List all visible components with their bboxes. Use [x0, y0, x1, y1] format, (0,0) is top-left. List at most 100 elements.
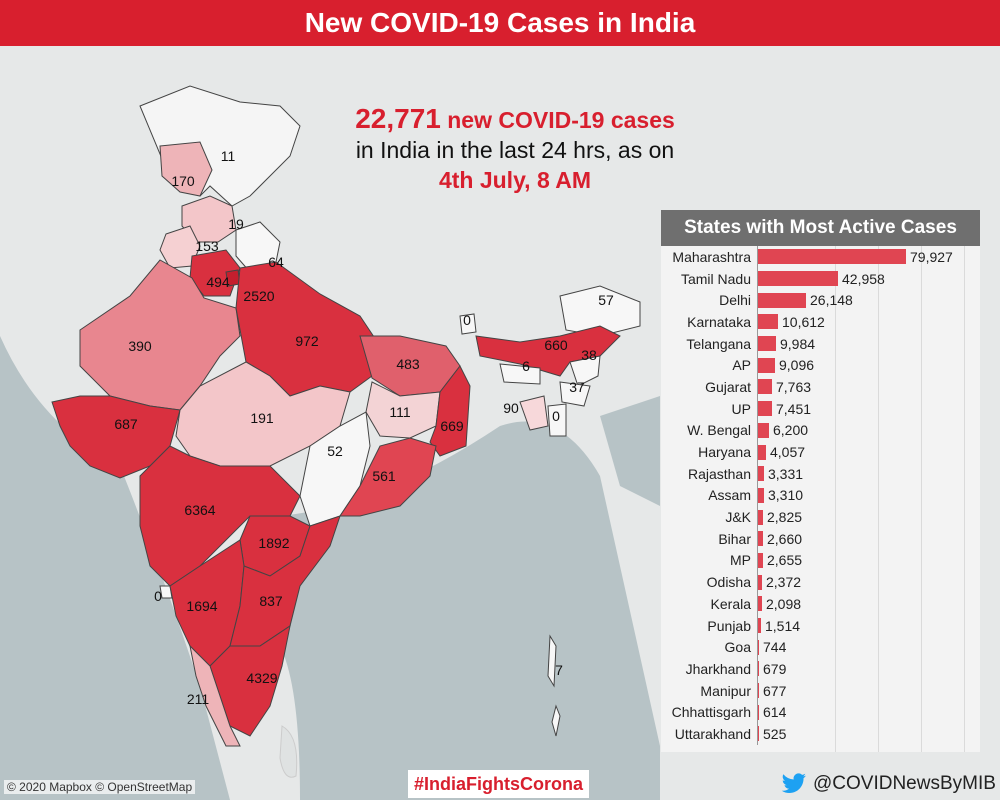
- map-label-andaman-nicobar: 7: [555, 662, 563, 678]
- map-label-kerala: 211: [186, 691, 210, 707]
- panel-row-state: Karnataka: [687, 313, 751, 330]
- panel-row: Delhi 26,148: [661, 289, 980, 312]
- map-label-jharkhand: 111: [389, 404, 411, 420]
- panel-row-state: Telangana: [686, 335, 751, 352]
- headline-count-suffix: new COVID-19 cases: [447, 107, 675, 133]
- map-label-odisha: 561: [372, 468, 396, 484]
- page-title: New COVID-19 Cases in India: [0, 0, 1000, 46]
- map-label-punjab: 19: [228, 216, 244, 232]
- panel-row-bar: [758, 487, 764, 503]
- panel-row-bar: [758, 509, 763, 525]
- panel-row: Haryana 4,057: [661, 441, 980, 463]
- panel-row-bar-area: 1,514: [757, 614, 980, 637]
- panel-row-bar-area: 744: [757, 636, 980, 659]
- map-label-mizoram: 0: [552, 408, 560, 424]
- panel-row-bar: [758, 704, 759, 720]
- panel-row-bar-area: 10,612: [757, 311, 980, 333]
- panel-row-state: Haryana: [698, 444, 751, 461]
- map-label-uttar-pradesh: 972: [295, 333, 319, 349]
- map-label-bihar: 483: [396, 356, 420, 372]
- panel-row-bar: [758, 336, 776, 352]
- panel-row: Goa 744: [661, 636, 980, 659]
- panel-row-state: Assam: [708, 487, 751, 504]
- panel-row-value: 677: [763, 682, 787, 699]
- panel-row-bar-area: 525: [757, 723, 980, 745]
- panel-row-value: 9,096: [779, 357, 815, 374]
- panel-row-state: Jharkhand: [685, 660, 751, 677]
- map-label-gujarat: 687: [114, 416, 138, 432]
- panel-row-state: W. Bengal: [687, 422, 751, 439]
- twitter-handle: @COVIDNewsByMIB: [781, 770, 996, 798]
- panel-row-value: 26,148: [810, 292, 853, 309]
- panel-row-value: 7,451: [776, 400, 812, 417]
- panel-row-bar-area: 42,958: [757, 267, 980, 290]
- panel-row-state: J&K: [725, 509, 751, 526]
- panel-row: UP 7,451: [661, 397, 980, 420]
- panel-row-bar-area: 79,927: [757, 246, 980, 268]
- map-label-chhattisgarh: 52: [327, 443, 343, 459]
- panel-row-bar: [758, 357, 775, 373]
- panel-row-bar-area: 9,984: [757, 332, 980, 355]
- map-label-jammu-kashmir: 170: [171, 173, 195, 189]
- panel-row-value: 2,825: [767, 509, 803, 526]
- panel-row-value: 9,984: [780, 335, 816, 352]
- panel-row: Odisha 2,372: [661, 571, 980, 593]
- panel-row-bar: [758, 466, 764, 482]
- panel-row-bar: [758, 379, 772, 395]
- panel-row-bar-area: 3,331: [757, 462, 980, 485]
- panel-row-value: 10,612: [782, 313, 825, 330]
- panel-row-bar-area: 7,763: [757, 376, 980, 398]
- gridline: [964, 246, 965, 752]
- panel-row-value: 42,958: [842, 270, 885, 287]
- map-label-arunachal-pradesh: 57: [598, 292, 614, 308]
- panel-row-state: Goa: [724, 639, 751, 656]
- panel-row: J&K 2,825: [661, 506, 980, 528]
- panel-row-state: Bihar: [718, 530, 751, 547]
- headline-line2: in India in the last 24 hrs, as on: [355, 137, 675, 163]
- map-label-meghalaya: 6: [522, 358, 530, 374]
- gridline: [921, 246, 922, 752]
- panel-row-bar: [758, 314, 778, 330]
- panel-row-value: 3,331: [768, 465, 804, 482]
- panel-row-value: 6,200: [773, 422, 809, 439]
- panel-row: Assam 3,310: [661, 484, 980, 507]
- panel-row: W. Bengal 6,200: [661, 419, 980, 442]
- panel-row-bar-area: 2,660: [757, 527, 980, 550]
- panel-row-state: Rajasthan: [687, 465, 751, 482]
- panel-row-state: MP: [730, 552, 751, 569]
- active-cases-panel: States with Most Active Cases Maharashtr…: [661, 210, 980, 752]
- panel-row-state: Odisha: [706, 574, 751, 591]
- panel-row-value: 679: [763, 660, 787, 677]
- panel-row-state: Uttarakhand: [674, 725, 751, 742]
- map-label-madhya-pradesh: 191: [250, 410, 274, 426]
- panel-row: Tamil Nadu 42,958: [661, 267, 980, 290]
- map-label-haryana: 494: [206, 274, 230, 290]
- map-label-assam: 660: [544, 337, 568, 353]
- panel-row-bar: [758, 444, 766, 460]
- panel-row-bar: [758, 639, 759, 655]
- panel-row-bar-area: 2,655: [757, 549, 980, 572]
- panel-row-state: Delhi: [719, 292, 751, 309]
- map-label-telangana: 1892: [258, 535, 290, 551]
- panel-row-bar-area: 2,372: [757, 571, 980, 593]
- panel-row-value: 2,660: [767, 530, 803, 547]
- panel-row-value: 79,927: [910, 248, 953, 265]
- panel-row-state: Maharashtra: [672, 248, 751, 265]
- panel-row-bar: [758, 422, 769, 438]
- map-label-himachal-pradesh: 153: [195, 238, 219, 254]
- panel-row-value: 744: [763, 639, 787, 656]
- panel-row: Chhattisgarh 614: [661, 701, 980, 724]
- panel-row: Jharkhand 679: [661, 658, 980, 680]
- panel-row: Rajasthan 3,331: [661, 462, 980, 485]
- map-label-goa: 0: [154, 588, 162, 604]
- gridline: [878, 246, 879, 752]
- panel-row: Uttarakhand 525: [661, 723, 980, 745]
- panel-row-state: Kerala: [710, 595, 751, 612]
- map-label-maharashtra: 6364: [184, 502, 216, 518]
- panel-row: AP 9,096: [661, 354, 980, 377]
- map-label-ladakh: 11: [220, 148, 236, 164]
- panel-row: Karnataka 10,612: [661, 311, 980, 333]
- panel-row-bar-area: 3,310: [757, 484, 980, 507]
- hashtag-label: #IndiaFightsCorona: [408, 770, 590, 798]
- panel-row-bar: [758, 271, 838, 287]
